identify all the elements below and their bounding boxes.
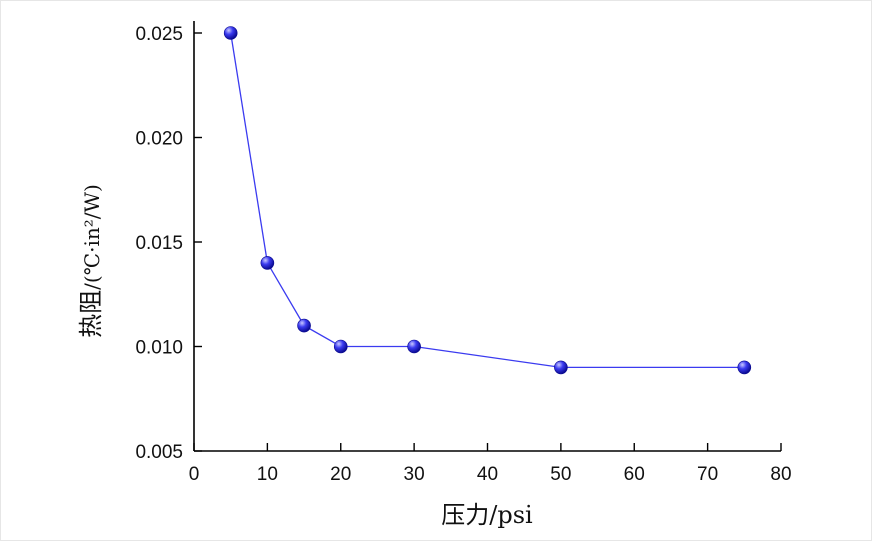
y-axis-title-main: 热阻 [77, 290, 105, 338]
y-tick-label: 0.025 [135, 24, 183, 45]
data-point [407, 339, 421, 354]
x-tick-label: 40 [477, 464, 498, 485]
y-axis-title-unit: /(℃·in²/W) [80, 184, 104, 290]
x-tick-label: 10 [257, 464, 278, 485]
data-point [554, 360, 568, 375]
series-line [230, 32, 745, 369]
x-tick-label: 30 [404, 464, 425, 485]
y-tick-label: 0.005 [135, 442, 183, 463]
series [223, 26, 752, 375]
y-tick-label: 0.020 [135, 129, 183, 150]
x-tick-label: 0 [189, 464, 200, 485]
data-point [260, 256, 275, 270]
axes [193, 21, 781, 452]
data-point [333, 339, 348, 354]
y-tick-label: 0.015 [135, 233, 183, 254]
data-point [297, 318, 311, 333]
y-tick-label: 0.010 [135, 338, 183, 359]
x-ticks: 0 10 20 30 40 50 60 70 80 [189, 443, 792, 485]
data-point [223, 26, 238, 40]
data-point [737, 360, 752, 375]
y-ticks: 0.005 0.010 0.015 0.020 0.025 [135, 24, 202, 463]
x-tick-label: 60 [624, 464, 645, 485]
x-tick-label: 20 [330, 464, 351, 485]
x-tick-label: 80 [770, 464, 791, 485]
x-tick-label: 70 [697, 464, 718, 485]
x-tick-label: 50 [550, 464, 571, 485]
x-axis-title: 压力/psi [441, 501, 533, 529]
y-axis-title: 热阻/(℃·in²/W) [77, 184, 105, 338]
